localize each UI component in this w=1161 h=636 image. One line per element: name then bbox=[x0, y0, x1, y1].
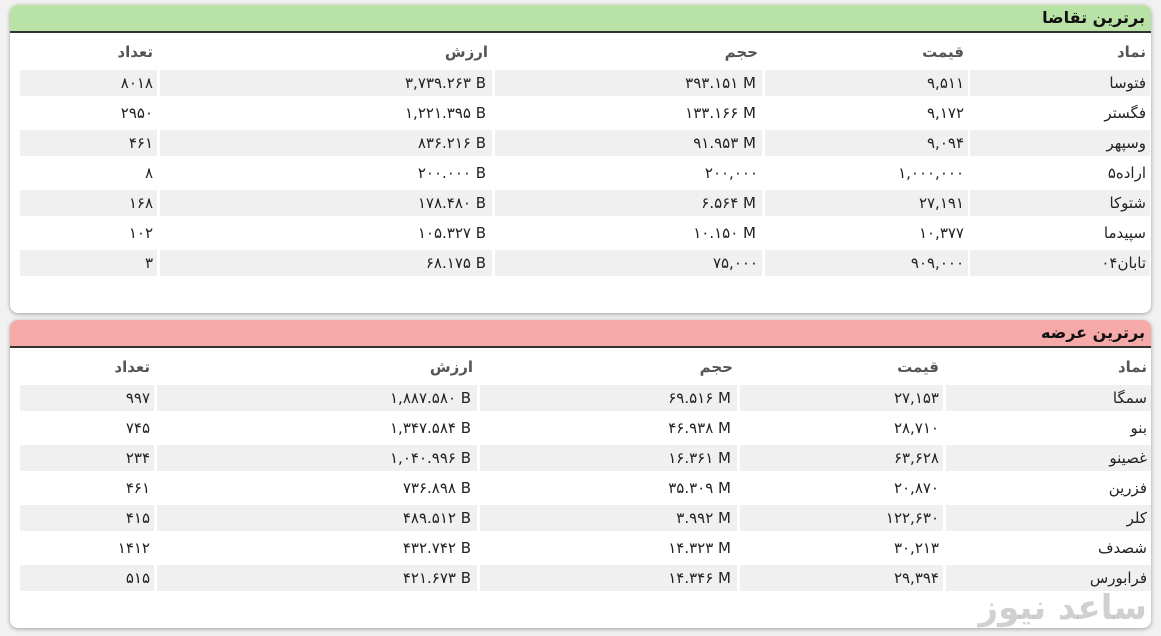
column-header: تعداد bbox=[117, 43, 153, 61]
table-cell: ۴۱۵ bbox=[20, 505, 154, 531]
column-header: تعداد bbox=[114, 358, 150, 376]
table-cell: ۱۰.۱۵۰ M bbox=[693, 224, 756, 242]
table-cell: ۴۶۱ bbox=[125, 479, 150, 497]
table-cell: ۷۴۵ bbox=[125, 419, 150, 437]
table-cell: غصینو bbox=[946, 445, 1151, 471]
table-cell: فتوسا bbox=[970, 70, 1150, 96]
table-cell: ۱,۲۲۱.۳۹۵ B bbox=[405, 104, 486, 122]
table-panel: برترین عرضه نماد قیمت حجم ارزش تعداد سمگا ۲۷,۱۵… bbox=[10, 320, 1151, 628]
table-cell: فرابورس bbox=[946, 565, 1151, 591]
table-cell: ۱,۰۴۰.۹۹۶ B bbox=[157, 445, 477, 471]
column-header: ارزش bbox=[429, 358, 473, 376]
watermark: ساعد نیوز bbox=[978, 588, 1147, 628]
table-cell: ۱۶۸ bbox=[20, 190, 157, 216]
table-cell: ۴۸۹.۵۱۲ B bbox=[157, 505, 477, 531]
column-header: قیمت bbox=[922, 43, 964, 61]
column-header: نماد bbox=[1116, 43, 1146, 61]
table-cell: ۲۸,۷۱۰ bbox=[893, 419, 939, 437]
table-cell: ۳۵.۳۰۹ M bbox=[668, 479, 731, 497]
table-cell: ۹۰۹,۰۰۰ bbox=[765, 250, 968, 276]
table-cell: سمگا bbox=[946, 385, 1151, 411]
table-cell: ۱۰,۳۷۷ bbox=[918, 224, 964, 242]
table-cell: ۹۹۷ bbox=[20, 385, 154, 411]
table-cell: فگستر bbox=[1104, 104, 1146, 122]
table-cell: ۱۴.۳۴۶ M bbox=[480, 565, 737, 591]
table-cell: ۲۷,۱۵۳ bbox=[740, 385, 943, 411]
table-cell: ۲۰۰,۰۰۰ bbox=[704, 164, 758, 182]
table-cell: ۱,۰۰۰,۰۰۰ bbox=[898, 164, 964, 182]
table-cell: ۱۲۲,۶۳۰ bbox=[740, 505, 943, 531]
table-cell: ۶۸.۱۷۵ B bbox=[160, 250, 492, 276]
table-cell: ۶۳,۶۲۸ bbox=[740, 445, 943, 471]
table-cell: ۹,۵۱۱ bbox=[765, 70, 968, 96]
table-panel: برترین تقاضا نماد قیمت حجم ارزش تعداد فتوسا ۹,۵… bbox=[10, 5, 1151, 313]
table-cell: شصدف bbox=[1098, 539, 1147, 557]
table-cell: ۴۲۱.۶۷۳ B bbox=[157, 565, 477, 591]
table-cell: ۲۳۴ bbox=[20, 445, 154, 471]
table-cell: ۹۱.۹۵۳ M bbox=[495, 130, 762, 156]
table-cell: ۹,۰۹۴ bbox=[765, 130, 968, 156]
table-cell: بنو bbox=[1130, 419, 1147, 437]
table-cell: ۴۶۱ bbox=[20, 130, 157, 156]
table-cell: ۵۱۵ bbox=[20, 565, 154, 591]
table-cell: وسپهر bbox=[970, 130, 1150, 156]
table-cell: ۴۶.۹۳۸ M bbox=[668, 419, 731, 437]
table-cell: شتوکا bbox=[970, 190, 1150, 216]
table-cell: ۱۶.۳۶۱ M bbox=[480, 445, 737, 471]
table-cell: سپیدما bbox=[1103, 224, 1146, 242]
table-cell: ۶.۵۶۴ M bbox=[495, 190, 762, 216]
table-cell: ۳۹۳.۱۵۱ M bbox=[495, 70, 762, 96]
table-title: برترین عرضه bbox=[10, 320, 1151, 348]
column-header: قیمت bbox=[897, 358, 939, 376]
table-cell: ۱۰۵.۳۲۷ B bbox=[417, 224, 486, 242]
table-cell: ۲۷,۱۹۱ bbox=[765, 190, 968, 216]
table-cell: تابان۰۴ bbox=[970, 250, 1150, 276]
table-cell: ۴۳۲.۷۴۲ B bbox=[402, 539, 471, 557]
table-cell: ۲۰,۸۷۰ bbox=[893, 479, 939, 497]
table-cell: ۸۳۶.۲۱۶ B bbox=[160, 130, 492, 156]
table-cell: ۱۷۸.۴۸۰ B bbox=[160, 190, 492, 216]
table-cell: ۱,۸۸۷.۵۸۰ B bbox=[157, 385, 477, 411]
table-cell: ۹,۱۷۲ bbox=[927, 104, 964, 122]
column-header: حجم bbox=[699, 358, 733, 376]
table-cell: ۳.۹۹۲ M bbox=[480, 505, 737, 531]
table-cell: فزرین bbox=[1108, 479, 1147, 497]
table-cell: ۱۳۳.۱۶۶ M bbox=[685, 104, 756, 122]
table-cell: ۱۴۱۲ bbox=[117, 539, 150, 557]
table-cell: ۲۹,۳۹۴ bbox=[740, 565, 943, 591]
table-cell: کلر bbox=[946, 505, 1151, 531]
column-header: حجم bbox=[724, 43, 758, 61]
table-cell: ۷۵,۰۰۰ bbox=[495, 250, 762, 276]
table-cell: ۳ bbox=[20, 250, 157, 276]
table-cell: ۶۹.۵۱۶ M bbox=[480, 385, 737, 411]
table-cell: ۳,۷۳۹.۲۶۳ B bbox=[160, 70, 492, 96]
table-cell: ۸۰۱۸ bbox=[20, 70, 157, 96]
column-header: ارزش bbox=[444, 43, 488, 61]
table-cell: ۱۴.۳۲۳ M bbox=[668, 539, 731, 557]
table-cell: اراده۵ bbox=[1107, 164, 1146, 182]
table-cell: ۷۳۶.۸۹۸ B bbox=[402, 479, 471, 497]
table-cell: ۳۰,۲۱۳ bbox=[893, 539, 939, 557]
table-cell: ۸ bbox=[144, 164, 153, 182]
table-cell: ۲۰۰.۰۰۰ B bbox=[417, 164, 486, 182]
table-cell: ۲۹۵۰ bbox=[120, 104, 153, 122]
table-title: برترین تقاضا bbox=[10, 5, 1151, 33]
table-cell: ۱۰۲ bbox=[128, 224, 153, 242]
column-header: نماد bbox=[1117, 358, 1147, 376]
table-cell: ۱,۳۴۷.۵۸۴ B bbox=[390, 419, 471, 437]
